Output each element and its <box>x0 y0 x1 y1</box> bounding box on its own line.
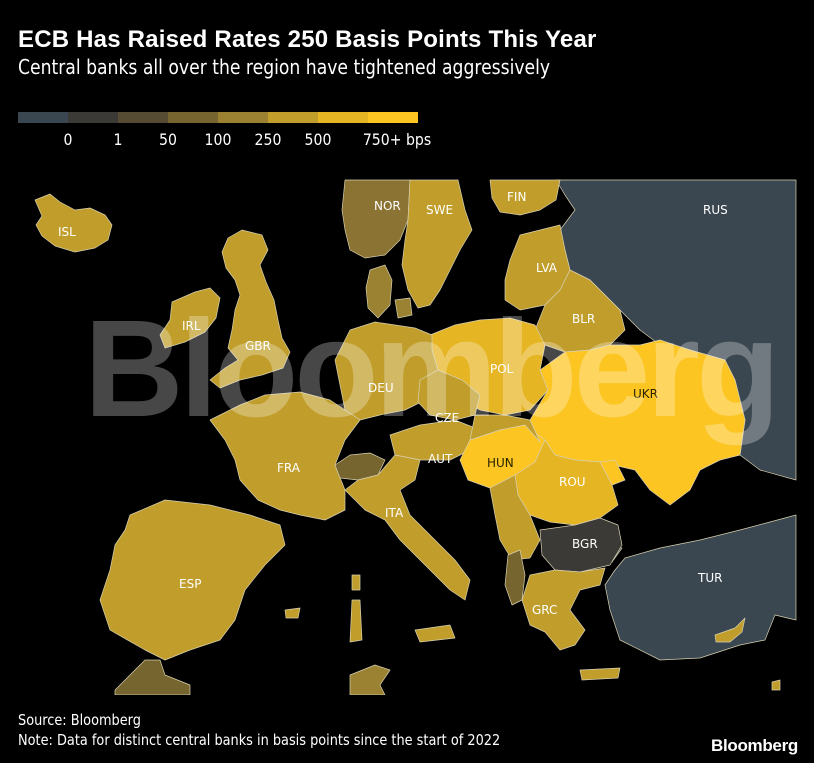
region-FRA <box>209 391 361 521</box>
legend-label: 500 <box>304 130 332 149</box>
legend-label: 0 <box>63 130 73 149</box>
region-DNK <box>365 264 413 319</box>
region-CHE <box>334 452 386 481</box>
label-ESP: ESP <box>179 577 201 591</box>
legend-color-scale <box>18 112 418 123</box>
region-GBR <box>209 229 291 389</box>
bloomberg-logo: Bloomberg <box>710 736 798 755</box>
region-ISR <box>771 679 781 691</box>
region-SWE <box>401 179 473 309</box>
legend-bin-100-250 <box>218 112 268 123</box>
legend-label: 250 <box>254 130 282 149</box>
label-RUS: RUS <box>703 203 728 217</box>
legend-bin-0-1 <box>68 112 118 123</box>
region-MAR <box>114 659 191 695</box>
chart-title: ECB Has Raised Rates 250 Basis Points Th… <box>18 26 597 53</box>
label-UKR: UKR <box>633 387 658 401</box>
label-BLR: BLR <box>572 312 595 326</box>
label-NOR: NOR <box>374 199 401 213</box>
region-IRL <box>159 287 221 349</box>
label-FIN: FIN <box>507 190 526 204</box>
label-IRL: IRL <box>182 319 201 333</box>
region-ESP <box>99 499 301 661</box>
label-FRA: FRA <box>277 461 301 475</box>
legend-bin-below-0 <box>18 112 68 123</box>
label-CZE: CZE <box>435 411 459 425</box>
label-GRC: GRC <box>532 603 557 617</box>
legend-label: 1 <box>113 130 123 149</box>
legend-bin-50-100 <box>168 112 218 123</box>
region-SRB <box>489 474 541 561</box>
label-ROU: ROU <box>559 475 586 489</box>
country-labels: ISL NOR SWE FIN RUS LVA IRL BLR GBR POL … <box>58 190 728 617</box>
source-note: Source: Bloomberg <box>18 711 141 729</box>
label-LVA: LVA <box>536 261 558 275</box>
region-CYP <box>714 617 746 643</box>
region-BGR <box>539 517 623 573</box>
label-TUR: TUR <box>697 571 722 585</box>
footnote: Note: Data for distinct central banks in… <box>18 731 501 749</box>
legend-labels: 0 1 50 100 250 500 750+ bps <box>0 130 460 150</box>
legend-label: 750+ bps <box>362 130 432 149</box>
legend-bin-500-750 <box>318 112 368 123</box>
legend-label: 50 <box>159 130 177 149</box>
label-GBR: GBR <box>245 339 271 353</box>
legend-bin-750-plus <box>368 112 418 123</box>
chart-subtitle: Central banks all over the region have t… <box>18 55 551 79</box>
label-POL: POL <box>490 362 514 376</box>
europe-choropleth-map: ISL NOR SWE FIN RUS LVA IRL BLR GBR POL … <box>0 170 814 695</box>
region-SVK <box>469 414 541 443</box>
legend-label: 100 <box>204 130 232 149</box>
label-DEU: DEU <box>368 381 394 395</box>
region-NOR <box>341 179 411 259</box>
label-HUN: HUN <box>487 456 514 470</box>
region-TUN <box>349 664 391 695</box>
legend-bin-250-500 <box>268 112 318 123</box>
region-ISL <box>34 193 113 253</box>
region-TUR <box>596 514 797 661</box>
label-SWE: SWE <box>426 203 453 217</box>
label-BGR: BGR <box>572 537 598 551</box>
region-GRC <box>521 567 621 681</box>
legend-bin-1-50 <box>118 112 168 123</box>
label-AUT: AUT <box>428 452 453 466</box>
label-ITA: ITA <box>385 506 404 520</box>
label-ISL: ISL <box>58 225 76 239</box>
region-FIN <box>489 179 561 216</box>
region-ITA <box>344 454 471 643</box>
region-ALB <box>504 549 526 606</box>
